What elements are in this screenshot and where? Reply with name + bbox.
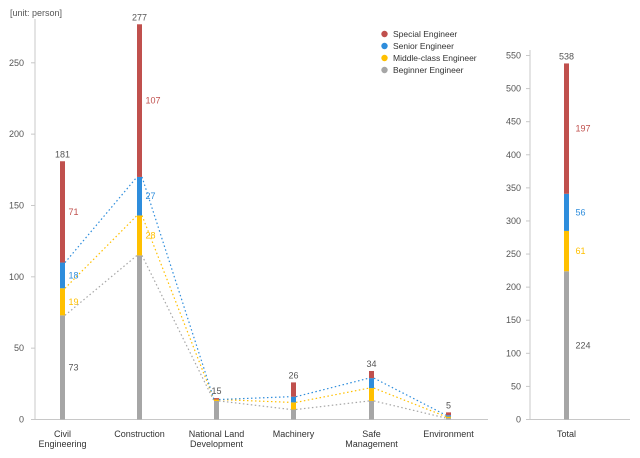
bar-civil-engineering-senior-engineer (60, 262, 65, 289)
y-tick-label: 100 (9, 272, 24, 282)
segment-label: 73 (69, 362, 79, 372)
total-bar-senior-engineer (564, 193, 569, 231)
legend-marker-beginner-engineer (381, 66, 388, 74)
bar-safe-management-special-engineer (369, 370, 374, 379)
bar-safe-management-beginner-engineer (369, 400, 374, 420)
segment-label: 28 (146, 230, 156, 240)
y-tick-label: 50 (14, 343, 24, 353)
connector-beginner-engineer (218, 400, 292, 411)
bar-national-land-development-special-engineer (214, 398, 219, 400)
total-y-tick-label: 150 (506, 315, 521, 325)
y-tick-label: 0 (19, 415, 24, 425)
x-tick-label: National Land (189, 429, 245, 439)
bar-national-land-development-beginner-engineer (214, 400, 219, 420)
bar-environment-beginner-engineer (446, 418, 451, 420)
connector-beginner-engineer (373, 400, 447, 419)
legend-label-middle-class-engineer: Middle-class Engineer (393, 53, 477, 63)
x-tick-label: Civil (54, 429, 71, 439)
segment-label: 107 (146, 96, 161, 106)
connector-beginner-engineer (295, 400, 370, 411)
bar-construction-senior-engineer (137, 176, 142, 216)
bar-safe-management-middle-class-engineer (369, 388, 374, 401)
total-label: 34 (366, 359, 376, 369)
x-tick-label: Safe (362, 429, 381, 439)
connector-middle-class-engineer (295, 387, 370, 403)
connector-senior-engineer (295, 377, 370, 398)
segment-label: 19 (69, 297, 79, 307)
connector-senior-engineer (218, 396, 292, 401)
x-tick-label: Engineering (38, 439, 86, 449)
total-y-tick-label: 450 (506, 117, 521, 127)
bar-civil-engineering-beginner-engineer (60, 315, 65, 420)
unit-note: [unit: person] (10, 8, 63, 18)
total-label: 277 (132, 12, 147, 22)
total-label: 26 (288, 370, 298, 380)
total-segment-label: 61 (576, 246, 586, 256)
bar-machinery-beginner-engineer (291, 409, 296, 420)
total-y-tick-label: 100 (506, 348, 521, 358)
total-bar-beginner-engineer (564, 271, 569, 420)
total-label: 15 (211, 386, 221, 396)
segment-label: 18 (69, 270, 79, 280)
connector-senior-engineer (64, 176, 138, 263)
legend-marker-middle-class-engineer (381, 54, 388, 62)
bar-construction-beginner-engineer (137, 255, 142, 420)
y-tick-label: 250 (9, 58, 24, 68)
total-y-tick-label: 550 (506, 51, 521, 61)
bar-civil-engineering-special-engineer (60, 161, 65, 263)
total-bar-special-engineer (564, 63, 569, 194)
bar-construction-middle-class-engineer (137, 215, 142, 256)
total-bar-middle-class-engineer (564, 230, 569, 272)
total-y-tick-label: 200 (506, 282, 521, 292)
connector-senior-engineer (141, 176, 215, 400)
total-segment-label: 56 (576, 207, 586, 217)
connector-beginner-engineer (141, 255, 215, 402)
bar-machinery-middle-class-engineer (291, 402, 296, 410)
segment-label: 27 (146, 191, 156, 201)
total-y-tick-label: 0 (516, 415, 521, 425)
legend-marker-special-engineer (381, 30, 388, 38)
legend-label-beginner-engineer: Beginner Engineer (393, 65, 464, 75)
total-y-tick-label: 50 (511, 381, 521, 391)
total-y-tick-label: 250 (506, 249, 521, 259)
total-y-tick-label: 350 (506, 183, 521, 193)
bar-construction-special-engineer (137, 24, 142, 177)
segment-label: 71 (69, 207, 79, 217)
bar-civil-engineering-middle-class-engineer (60, 288, 65, 316)
y-tick-label: 150 (9, 200, 24, 210)
total-x-tick-label: Total (557, 429, 576, 439)
total-segment-label: 197 (576, 124, 591, 134)
x-tick-label: Development (190, 439, 244, 449)
total-label: 5 (446, 400, 451, 410)
total-y-tick-label: 500 (506, 84, 521, 94)
x-tick-label: Environment (423, 429, 474, 439)
x-tick-label: Machinery (273, 429, 315, 439)
bar-safe-management-senior-engineer (369, 378, 374, 389)
bar-environment-middle-class-engineer (446, 416, 451, 419)
bar-machinery-senior-engineer (291, 396, 296, 403)
legend-label-senior-engineer: Senior Engineer (393, 41, 454, 51)
total-total-label: 538 (559, 51, 574, 61)
legend-label-special-engineer: Special Engineer (393, 29, 457, 39)
total-label: 181 (55, 149, 70, 159)
y-tick-label: 200 (9, 129, 24, 139)
connector-senior-engineer (373, 377, 447, 416)
connector-middle-class-engineer (141, 215, 215, 400)
total-y-tick-label: 400 (506, 150, 521, 160)
bar-national-land-development-middle-class-engineer (214, 399, 219, 401)
total-y-tick-label: 300 (506, 216, 521, 226)
x-tick-label: Construction (114, 429, 165, 439)
connector-middle-class-engineer (373, 387, 447, 418)
bar-environment-special-engineer (446, 412, 451, 416)
x-tick-label: Management (345, 439, 398, 449)
connector-middle-class-engineer (64, 215, 138, 289)
connector-middle-class-engineer (218, 398, 292, 403)
bar-machinery-special-engineer (291, 382, 296, 397)
bar-environment-senior-engineer (446, 415, 451, 417)
total-segment-label: 224 (576, 340, 591, 350)
legend-marker-senior-engineer (381, 42, 388, 50)
